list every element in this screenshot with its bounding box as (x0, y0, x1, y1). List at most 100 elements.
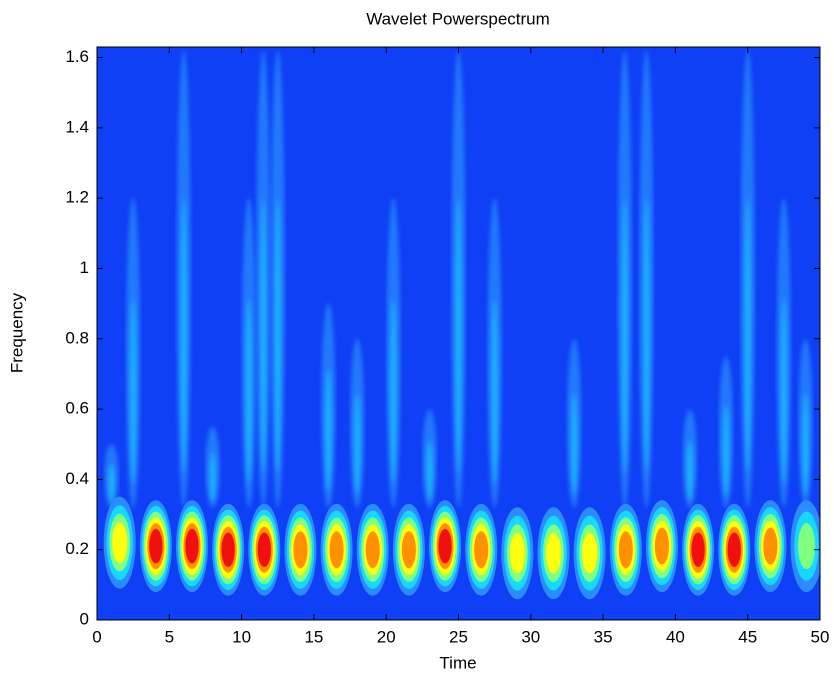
contour-level (149, 528, 163, 564)
streak (798, 338, 813, 508)
power-blob (212, 503, 245, 596)
contour-level (798, 523, 816, 570)
streak-inner (802, 393, 809, 495)
streak (241, 198, 256, 508)
streak (321, 303, 336, 508)
streak (567, 338, 582, 508)
power-blob (465, 503, 498, 596)
y-tick-label: 1.4 (65, 117, 89, 136)
contour-level (474, 531, 489, 569)
power-blob (790, 500, 820, 593)
power-blob (284, 503, 317, 596)
chart-title: Wavelet Powerspectrum (366, 9, 550, 28)
power-blob (573, 507, 606, 600)
x-tick-label: 40 (666, 627, 685, 646)
x-tick-label: 45 (738, 627, 757, 646)
x-tick-label: 25 (449, 627, 468, 646)
power-blob (718, 503, 751, 596)
contour-level (509, 533, 525, 574)
contour-level (365, 531, 380, 569)
streak (176, 50, 191, 508)
power-blob (537, 507, 570, 600)
streak-inner (723, 405, 730, 497)
streak-inner (180, 199, 187, 474)
streak (639, 50, 654, 508)
power-blob (392, 503, 425, 596)
streak (422, 409, 437, 508)
streak-inner (686, 441, 693, 501)
streak-inner (744, 199, 751, 474)
contour-level (545, 533, 562, 574)
power-blob (248, 503, 281, 596)
streak-inner (325, 369, 332, 493)
x-tick-label: 5 (165, 627, 174, 646)
streak-inner (390, 298, 397, 485)
streak-inner (571, 393, 578, 495)
contour-level (329, 531, 344, 569)
y-tick-label: 0.6 (65, 399, 89, 418)
power-blob (103, 496, 136, 589)
streak (270, 50, 285, 508)
x-tick-label: 50 (811, 627, 830, 646)
x-tick-label: 0 (92, 627, 101, 646)
x-tick-label: 10 (232, 627, 251, 646)
streak (386, 198, 401, 508)
contour-level (691, 532, 705, 567)
contour-level (257, 532, 271, 567)
streak (740, 50, 755, 508)
contour-level (401, 531, 416, 569)
streak (205, 426, 220, 508)
streak-inner (455, 199, 462, 474)
contour-level (185, 528, 199, 564)
y-tick-label: 0.2 (65, 539, 89, 558)
contour-level (582, 533, 598, 574)
streak (451, 50, 466, 508)
streak-inner (643, 199, 650, 474)
power-blob (356, 503, 389, 596)
power-blob (139, 500, 172, 593)
x-axis-label: Time (439, 653, 476, 672)
y-tick-label: 0.4 (65, 469, 89, 488)
streak-inner (621, 199, 628, 474)
streak (126, 198, 141, 508)
contour-level (727, 532, 741, 567)
streak-inner (245, 298, 252, 485)
streak-inner (274, 199, 281, 474)
streak-inner (130, 298, 137, 485)
x-tick-label: 35 (594, 627, 613, 646)
streak (487, 198, 502, 508)
streak-inner (260, 199, 267, 474)
y-tick-label: 0.8 (65, 328, 89, 347)
y-tick-label: 1.6 (65, 47, 89, 66)
power-blob (754, 500, 787, 593)
streak-inner (491, 298, 498, 485)
contour-level (293, 531, 308, 569)
streak-inner (108, 464, 115, 503)
streak-inner (426, 441, 433, 501)
x-tick-label: 15 (304, 627, 323, 646)
streak (617, 50, 632, 508)
streak-inner (354, 393, 361, 495)
streak (256, 50, 271, 508)
y-tick-label: 1 (80, 258, 89, 277)
plot-area (103, 50, 820, 600)
contour-level (763, 527, 778, 565)
x-tick-label: 30 (521, 627, 540, 646)
power-blob (501, 507, 534, 600)
contour-level (654, 527, 669, 565)
streak-inner (780, 298, 787, 485)
power-blob (429, 500, 462, 593)
power-blob (682, 503, 715, 596)
x-tick-label: 20 (377, 627, 396, 646)
streak (719, 356, 734, 508)
power-blob (320, 503, 353, 596)
streak (350, 338, 365, 508)
contour-level (112, 522, 128, 563)
y-tick-label: 0 (80, 609, 89, 628)
streak (776, 198, 791, 508)
y-axis-label: Frequency (7, 292, 26, 373)
streak-inner (209, 452, 216, 502)
contour-level (618, 531, 633, 569)
streak (104, 444, 119, 508)
